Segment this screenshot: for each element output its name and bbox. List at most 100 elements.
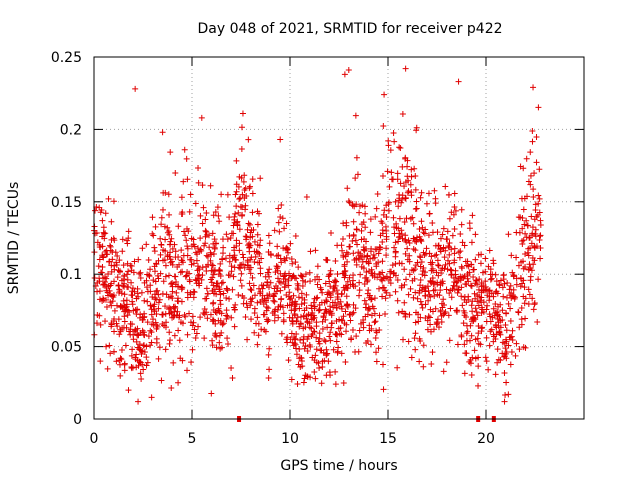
data-point: [507, 361, 514, 368]
data-point: [500, 271, 507, 278]
data-point: [265, 284, 272, 291]
data-point: [446, 251, 453, 258]
data-point: [239, 293, 246, 300]
data-point: [525, 286, 532, 293]
data-point: [139, 245, 146, 252]
data-point: [177, 319, 184, 326]
data-point: [254, 341, 261, 348]
data-point: [473, 309, 480, 316]
data-point: [454, 289, 461, 296]
data-point: [141, 279, 148, 286]
data-point: [178, 247, 185, 254]
data-point: [501, 398, 508, 405]
data-point: [132, 85, 139, 92]
data-point: [395, 203, 402, 210]
data-point: [294, 286, 301, 293]
data-point: [167, 238, 174, 245]
data-point: [245, 136, 252, 143]
data-point: [156, 296, 163, 303]
data-point: [133, 351, 140, 358]
data-point: [103, 296, 110, 303]
data-point: [523, 155, 530, 162]
data-point: [457, 230, 464, 237]
data-point: [503, 310, 510, 317]
data-point: [531, 243, 538, 250]
data-point: [510, 293, 517, 300]
data-point: [167, 337, 174, 344]
data-point: [343, 302, 350, 309]
data-point: [130, 269, 137, 276]
data-point: [428, 253, 435, 260]
data-point: [517, 163, 524, 170]
data-point: [374, 190, 381, 197]
data-point: [186, 208, 193, 215]
data-point: [322, 338, 329, 345]
data-point: [412, 330, 419, 337]
data-point: [96, 312, 103, 319]
data-point: [497, 301, 504, 308]
data-point: [297, 354, 304, 361]
data-point: [435, 272, 442, 279]
data-point: [272, 269, 279, 276]
data-point: [333, 318, 340, 325]
data-point: [419, 284, 426, 291]
data-point: [289, 260, 296, 267]
data-point: [341, 71, 348, 78]
data-point: [105, 292, 112, 299]
data-point: [237, 277, 244, 284]
data-point: [220, 290, 227, 297]
data-point: [141, 297, 148, 304]
data-point: [429, 259, 436, 266]
data-point: [461, 296, 468, 303]
data-point: [410, 294, 417, 301]
data-point: [346, 199, 353, 206]
data-point: [209, 342, 216, 349]
data-point: [414, 295, 421, 302]
data-point: [501, 280, 508, 287]
data-point: [196, 266, 203, 273]
data-point: [304, 373, 311, 380]
data-point: [378, 276, 385, 283]
data-point: [401, 299, 408, 306]
y-tick-label: 0: [73, 412, 82, 428]
data-point: [474, 312, 481, 319]
data-point: [535, 192, 542, 199]
data-point: [100, 224, 107, 231]
data-point: [532, 207, 539, 214]
data-point: [207, 182, 214, 189]
data-point: [349, 238, 356, 245]
data-point: [397, 180, 404, 187]
data-point: [426, 210, 433, 217]
data-point: [235, 209, 242, 216]
data-point: [402, 195, 409, 202]
data-point: [363, 340, 370, 347]
data-point: [130, 336, 137, 343]
data-point: [148, 306, 155, 313]
data-point: [155, 299, 162, 306]
data-point: [505, 231, 512, 238]
data-point: [198, 114, 205, 121]
data-point: [165, 191, 172, 198]
data-point: [468, 332, 475, 339]
data-point: [158, 377, 165, 384]
data-point: [343, 249, 350, 256]
data-point: [353, 255, 360, 262]
data-point: [251, 238, 258, 245]
data-point: [219, 279, 226, 286]
data-point: [300, 325, 307, 332]
data-point: [213, 291, 220, 298]
data-point: [160, 189, 167, 196]
data-point: [507, 305, 514, 312]
data-point: [475, 363, 482, 370]
data-point: [275, 205, 282, 212]
data-point: [252, 292, 259, 299]
data-point: [176, 261, 183, 268]
data-point: [446, 337, 453, 344]
data-point: [97, 358, 104, 365]
data-point: [134, 357, 141, 364]
data-point: [382, 223, 389, 230]
data-point: [404, 163, 411, 170]
data-point: [129, 364, 136, 371]
data-point: [307, 278, 314, 285]
data-point: [293, 351, 300, 358]
